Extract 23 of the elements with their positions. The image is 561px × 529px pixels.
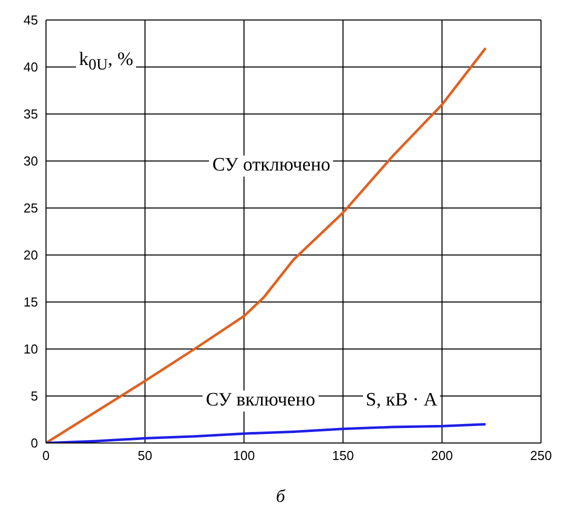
x-tick-label: 150 <box>332 448 354 464</box>
x-tick-label: 50 <box>138 448 152 464</box>
x-axis-title: S, кВ · А <box>362 389 440 412</box>
y-tick-label: 15 <box>24 294 38 310</box>
y-tick-label: 20 <box>24 248 38 263</box>
y-tick-label: 30 <box>24 154 38 169</box>
y-tick-label: 0 <box>30 436 38 451</box>
line-series <box>46 46 487 443</box>
y-tick-label: 10 <box>24 342 38 357</box>
text: б <box>274 486 286 507</box>
y-tick-label: 45 <box>24 12 38 28</box>
y-tick-label: 35 <box>24 106 38 122</box>
line-series <box>46 422 487 443</box>
y-tick-label: 40 <box>24 60 38 75</box>
x-tick-label: 200 <box>431 448 453 464</box>
y-tick-label: 5 <box>30 388 38 404</box>
x-tick-label: 100 <box>233 448 255 464</box>
y-axis-title: k$_{0U}$, % <box>76 49 136 74</box>
series-label: СУ включено <box>202 389 318 412</box>
y-tick-label: 25 <box>24 200 38 216</box>
x-tick-label: 250 <box>530 448 552 464</box>
x-tick-label: 0 <box>42 448 50 464</box>
series-label: СУ отключено <box>209 154 334 176</box>
